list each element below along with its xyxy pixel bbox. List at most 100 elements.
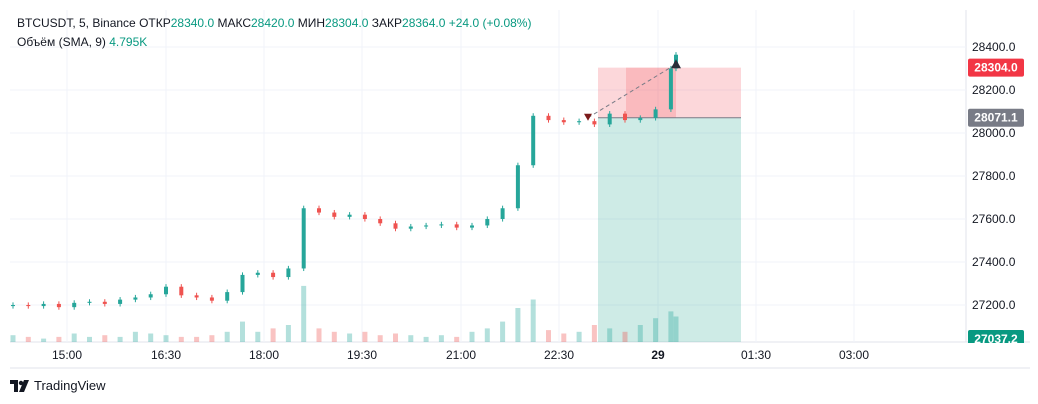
volume-bar [224,331,230,342]
volume-bar [500,321,506,342]
volume-bar [438,335,444,342]
low-value: 28304.0 [325,16,369,30]
branding[interactable]: TradingView [10,378,106,393]
volume-bar [622,331,628,342]
x-tick-label: 15:00 [52,348,82,362]
volume-bar [10,335,16,342]
volume-bar [25,336,31,342]
ohlc-legend: BTCUSDT, 5, Binance ОТКР28340.0 МАКС2842… [17,16,531,30]
volume-bar [653,318,659,342]
candle-body [408,226,413,229]
volume-bar [591,325,597,342]
volume-bar [637,325,643,342]
x-tick-label: 29 [651,348,665,362]
volume-bar [41,338,47,342]
candle-body [393,223,398,229]
candle-body [607,113,612,125]
open-value: 28340.0 [170,16,215,30]
chart-area[interactable]: 28400.0 28200.0 28000.0 27800.0 27600.0 27400… [0,0,1038,372]
volume-bar [148,333,154,342]
volume-bar [117,336,123,342]
volume-bar [56,336,62,342]
volume-bar [102,335,108,342]
volume-bar [194,336,200,342]
volume-label[interactable]: Объём (SMA, 9) [17,35,106,49]
candle-body [454,224,459,228]
candle-body [240,274,245,293]
candle-body [500,208,505,219]
candle-body [286,268,291,278]
close-value: 28364.0 [402,16,446,30]
volume-bar [454,336,460,342]
candle-body [485,219,490,226]
candle-body [133,297,138,300]
volume-bar [347,333,353,342]
candle-body [87,301,92,303]
candle-body [638,117,643,121]
candle-body [209,297,214,301]
candle-body [378,219,383,224]
volume-bar [607,328,613,342]
candle-body [439,224,444,226]
volume-bar [423,336,429,342]
entry-price-label-bg [968,108,1024,127]
x-tick-label: 21:00 [446,348,476,362]
tradingview-logo-icon [10,379,29,392]
candle-body [41,303,46,307]
x-tick-label: 16:30 [151,348,181,362]
y-tick-label: 28000.0 [972,126,1016,140]
volume-bar [270,328,276,342]
volume-bar [515,308,521,342]
volume-bar [255,331,261,342]
change-value: +24.0 (+0.08%) [448,16,532,30]
volume-bar [87,336,92,342]
volume-bar [561,333,567,342]
candle-body [179,286,184,296]
brand-name: TradingView [34,378,106,393]
entry-price-label: 28071.1 [974,111,1018,125]
volume-bar [178,336,184,342]
candle-body [11,305,15,307]
target-price-label: 27037.2 [974,332,1018,346]
y-tick-label: 28200.0 [972,83,1016,97]
candle-body [362,214,367,219]
candle-body [26,305,31,307]
candle-body [577,121,582,123]
stop-price-label-bg [968,58,1024,77]
volume-value: 4.795K [109,35,148,49]
volume-bar [377,335,383,342]
candle-body [546,115,551,121]
volume-bar [469,331,475,342]
volume-bar [163,335,169,342]
volume-bar [132,331,138,342]
high-label: МАКС [217,16,251,30]
open-label: ОТКР [139,16,171,30]
candle-body [653,109,658,118]
volume-bar [484,328,490,342]
symbol-label[interactable]: BTCUSDT, 5, Binance [17,16,136,30]
x-tick-label: 01:30 [741,348,771,362]
candle-body [317,208,321,213]
x-tick-label: 03:00 [839,348,869,362]
volume-bar [673,316,679,342]
trade-path-line [587,63,677,119]
y-tick-label: 27200.0 [972,298,1016,312]
candle-body [531,115,536,166]
candle-body [592,121,597,125]
stop-zone-active [626,67,676,118]
y-tick-label: 27800.0 [972,169,1016,183]
candle-body [668,68,673,110]
volume-bar [71,333,77,342]
volume-bar [209,335,215,342]
candle-body [623,113,627,121]
volume-bar [530,299,536,342]
candle-body [301,208,306,269]
candle-body [271,272,276,278]
candle-body [72,302,77,308]
entry-marker-icon [584,113,592,121]
candle-body [470,225,474,228]
y-tick-label: 28400.0 [972,40,1016,54]
volume-bar [408,335,414,342]
y-tick-label: 27400.0 [972,255,1016,269]
candle-body [102,301,107,304]
